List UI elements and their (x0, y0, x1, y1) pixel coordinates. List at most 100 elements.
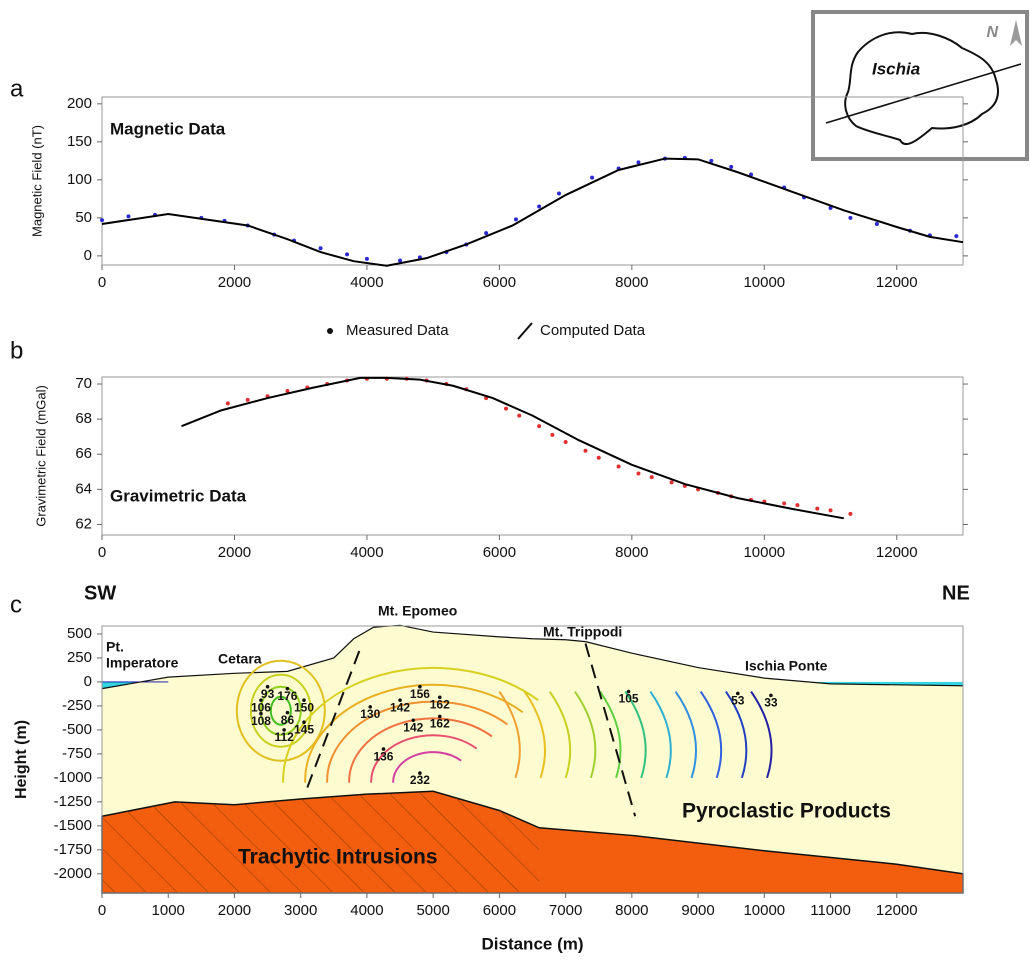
x-tick-label: 0 (98, 544, 106, 561)
y-axis-label: Height (m) (13, 720, 30, 799)
measured-point (616, 464, 621, 469)
x-tick-label: 2000 (218, 902, 251, 919)
panel-title: Magnetic Data (110, 119, 226, 138)
y-tick-label: -1750 (54, 841, 92, 858)
measured-point (954, 234, 959, 239)
island-outline (844, 31, 1000, 146)
fault (584, 643, 637, 817)
y-tick-label: 0 (84, 247, 92, 264)
x-tick-label: 8000 (615, 902, 648, 919)
x-tick-label: 6000 (483, 544, 516, 561)
panel-label: c (10, 591, 22, 618)
measured-point (517, 413, 522, 418)
contour (235, 659, 326, 762)
station (769, 693, 773, 698)
station (265, 684, 270, 689)
y-tick-label: -500 (62, 721, 92, 738)
measured-point (649, 475, 654, 480)
x-axis-label: Distance (m) (481, 934, 583, 953)
measured-point (504, 406, 509, 411)
hatch-fill (102, 791, 540, 893)
measured-point (225, 401, 230, 406)
x-tick-label: 10000 (743, 902, 785, 919)
station (302, 720, 306, 725)
station-label: 232 (410, 773, 430, 787)
contour (750, 690, 773, 779)
measured-point (513, 217, 518, 222)
y-axis-label: Gravimetric Field (mGal) (33, 385, 48, 527)
x-tick-label: 11000 (810, 902, 851, 919)
annotation: Mt. Epomeo (378, 603, 457, 619)
station (285, 710, 290, 715)
station (736, 691, 740, 696)
contour (348, 717, 493, 783)
x-tick-label: 0 (98, 274, 106, 291)
x-tick-label: 12000 (876, 902, 918, 919)
contour (523, 690, 546, 779)
panel-label: b (10, 337, 23, 364)
legend-marker (517, 322, 533, 340)
station (282, 728, 286, 732)
annotation: Pyroclastic Products (682, 800, 891, 823)
y-tick-label: 62 (75, 515, 92, 532)
x-tick-label: 8000 (615, 544, 648, 561)
measured-point (709, 158, 714, 163)
station (411, 718, 416, 723)
measured-point (563, 439, 568, 444)
station-label: 53 (731, 694, 745, 708)
x-tick-label: 5000 (416, 902, 449, 919)
y-tick-label: 250 (67, 649, 92, 666)
measured-point (285, 389, 290, 394)
station (418, 771, 422, 775)
station-label: 176 (277, 689, 297, 703)
x-tick-label: 2000 (218, 274, 251, 291)
panel-label: a (10, 75, 24, 102)
contour (725, 690, 748, 779)
x-tick-label: 6000 (483, 902, 516, 919)
y-tick-label: 0 (84, 673, 92, 690)
contour (699, 690, 723, 779)
y-tick-label: 68 (75, 410, 92, 427)
station (437, 714, 442, 719)
legend-marker (327, 328, 333, 334)
measured-point (100, 218, 104, 223)
x-tick-label: 8000 (615, 274, 648, 291)
annotation: NE (942, 582, 970, 604)
x-tick-label: 12000 (876, 544, 918, 561)
measured-point (729, 164, 734, 169)
contour (282, 667, 539, 783)
station (381, 747, 386, 751)
station-label: 162 (430, 697, 450, 711)
contour (624, 690, 647, 779)
station (398, 698, 402, 702)
contour (674, 690, 697, 779)
station (437, 695, 442, 700)
station (259, 698, 263, 702)
annotation: Ischia Ponte (745, 658, 828, 674)
contour (498, 690, 521, 779)
annotation: Cetara (218, 651, 262, 667)
y-tick-label: 50 (75, 209, 92, 226)
measured-point (636, 471, 641, 476)
profile-line (825, 63, 1022, 124)
measured-point (874, 221, 879, 226)
measured-point (782, 501, 787, 506)
computed-line (181, 376, 844, 520)
station (368, 705, 373, 709)
contour (326, 700, 508, 783)
station-label: 112 (274, 730, 294, 744)
inset-map: Ischia N (811, 10, 1029, 161)
plot-frame (101, 376, 964, 536)
panel-title: Gravimetric Data (110, 486, 247, 505)
y-tick-label: 150 (67, 133, 92, 150)
measured-point (318, 246, 323, 251)
x-tick-label: 1000 (152, 902, 185, 919)
y-tick-label: 100 (67, 171, 92, 188)
measured-point (484, 231, 489, 236)
annotation: Mt. Trippodi (543, 624, 622, 640)
x-tick-label: 6000 (483, 274, 516, 291)
x-tick-label: 10000 (743, 544, 785, 561)
station-label: 33 (764, 696, 778, 710)
plot-frame (101, 625, 964, 894)
